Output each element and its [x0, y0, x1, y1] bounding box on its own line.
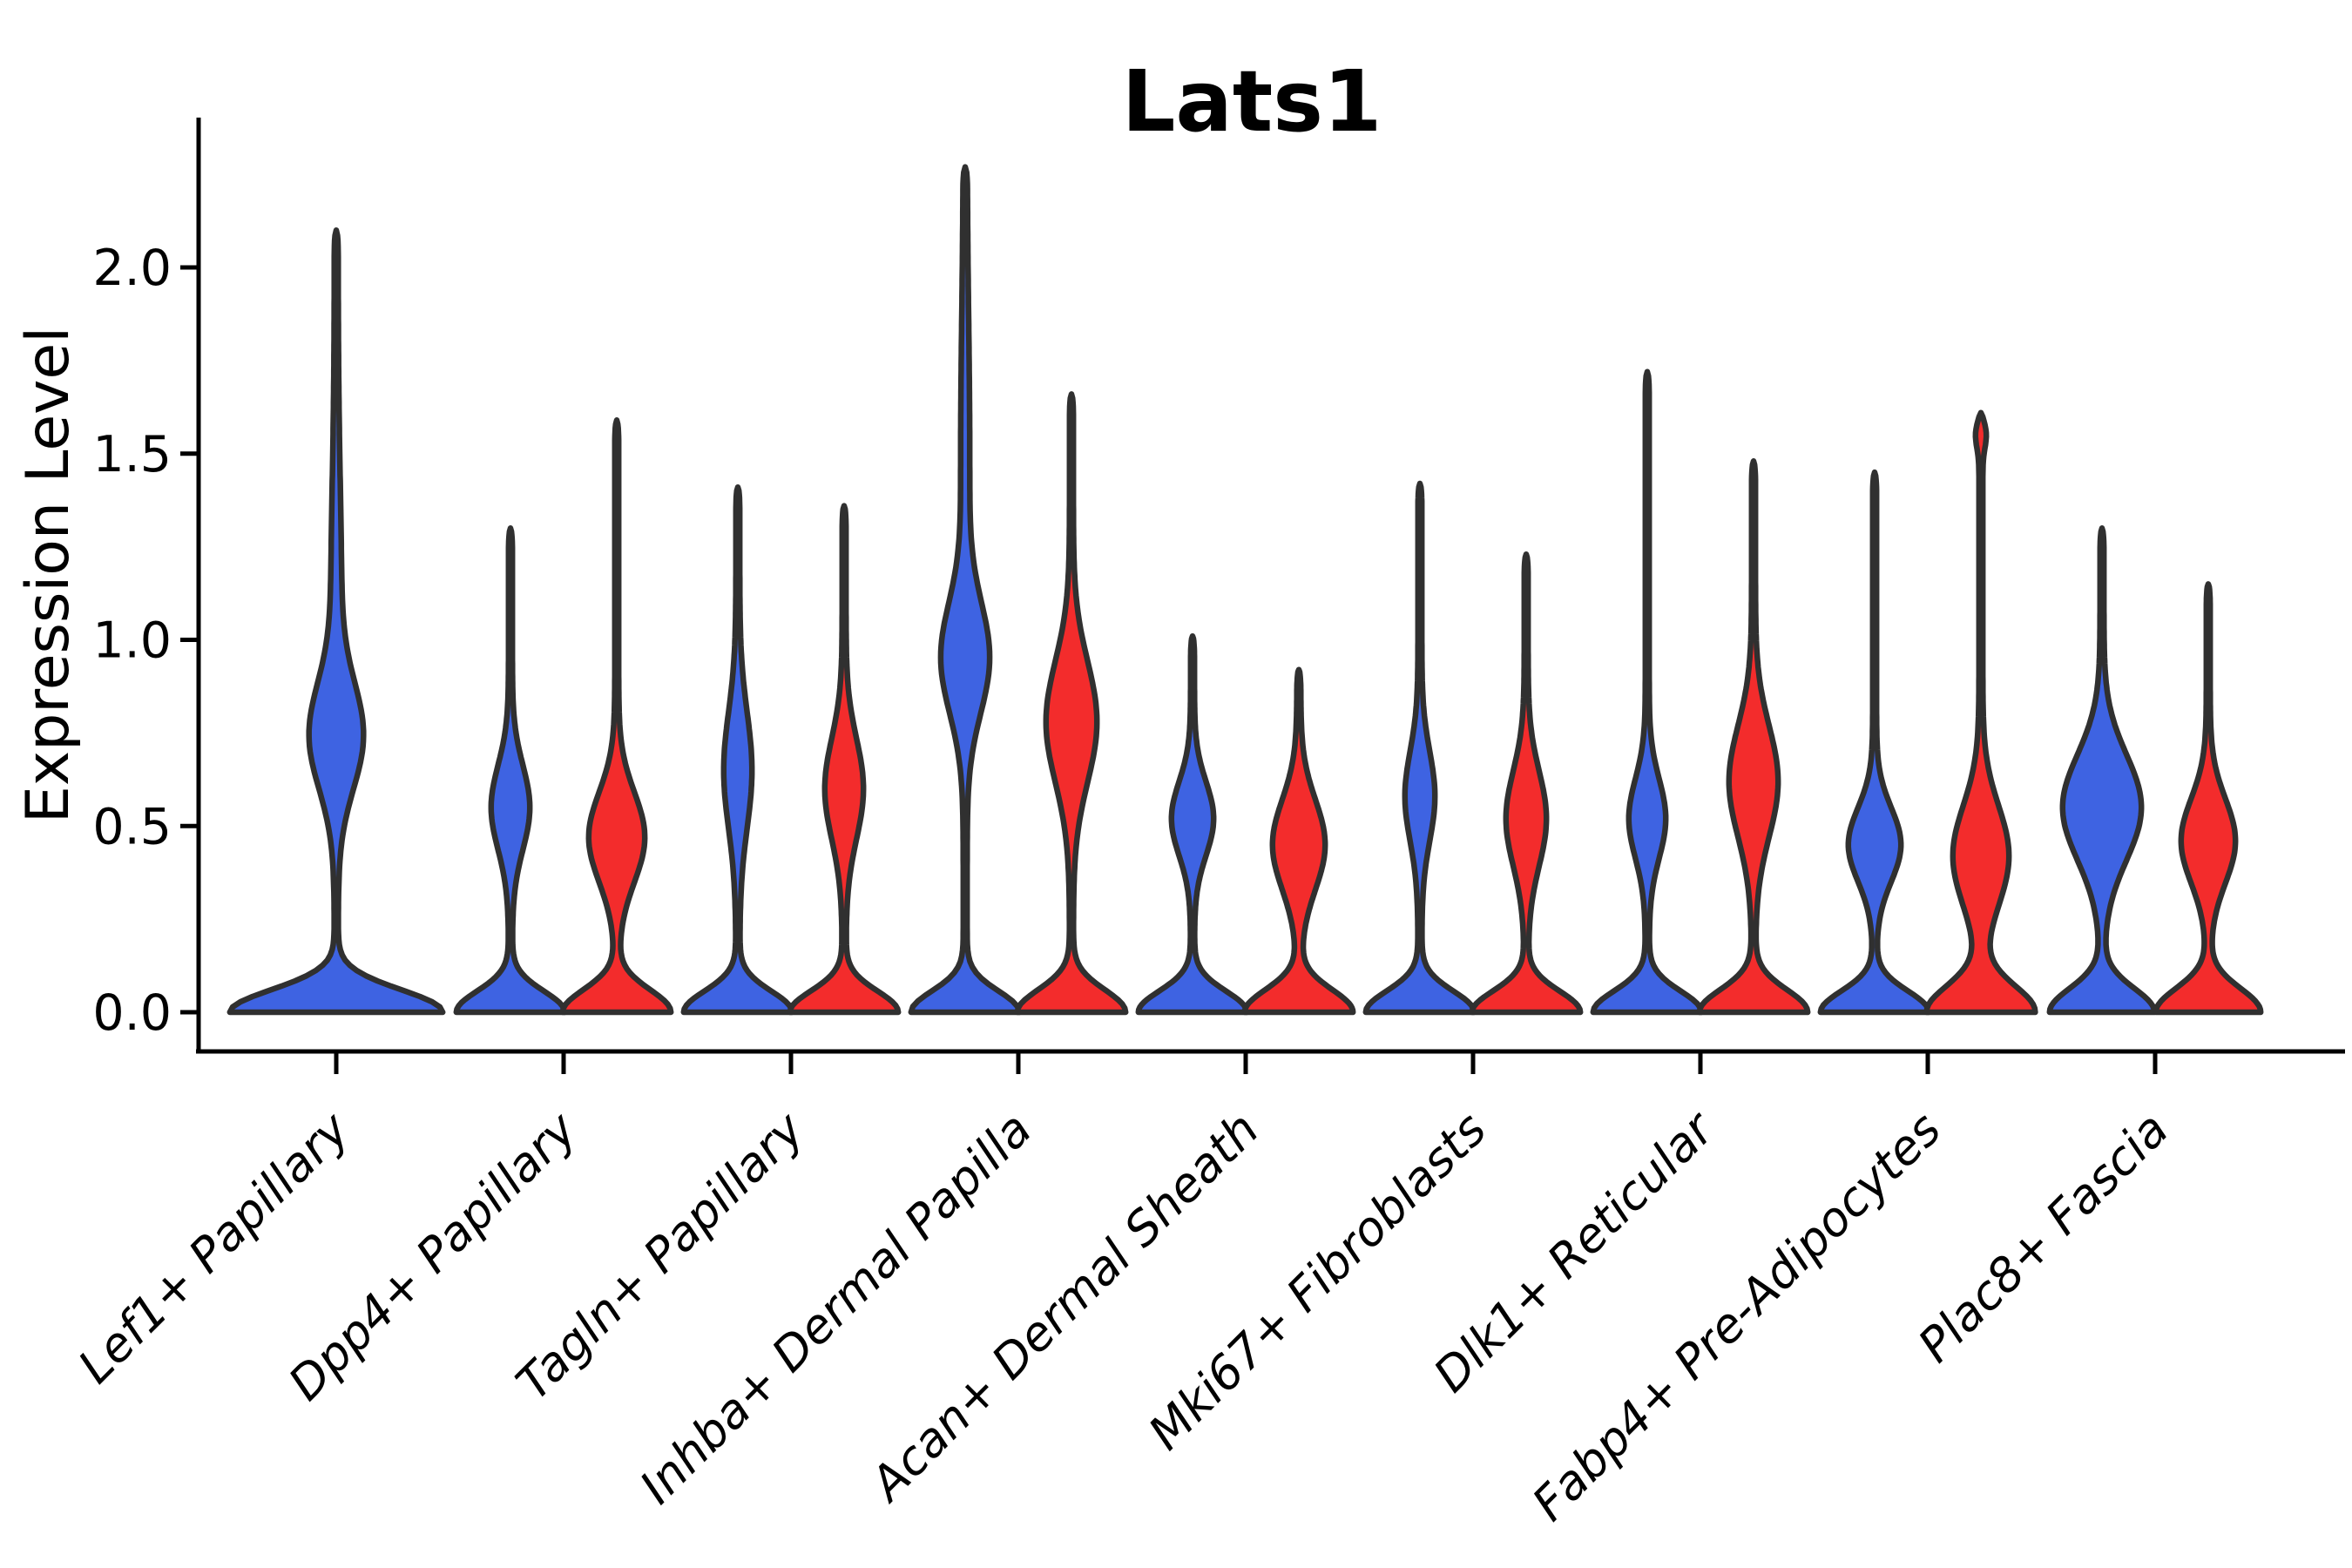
- y-tick-label: 1.5: [92, 426, 172, 483]
- violin-lef1-papillary-blue: [226, 227, 446, 1016]
- y-tick-label: 1.0: [92, 612, 172, 670]
- violin-fabp4-pre-adipocytes-blue: [1817, 469, 1932, 1016]
- y-axis: 0.0 0.5 1.0 1.5 2.0: [92, 240, 199, 1042]
- violin-inhba-dermal-papilla-blue: [908, 164, 1023, 1016]
- violin-inhba-dermal-papilla-red: [1014, 391, 1129, 1016]
- violin-mki67-fibroblasts-red: [1469, 551, 1584, 1016]
- violin-mki67-fibroblasts-blue: [1362, 480, 1477, 1016]
- violin-tagln-papillary-blue: [680, 483, 795, 1016]
- violin-acan-dermal-sheath-blue: [1135, 632, 1250, 1016]
- violin-dpp4-papillary-red: [559, 417, 674, 1016]
- y-tick-label: 0.5: [92, 798, 172, 855]
- violin-tagln-papillary-red: [787, 503, 902, 1016]
- violin-dlk1-reticular-blue: [1590, 368, 1705, 1016]
- violin-fabp4-pre-adipocytes-red: [1923, 409, 2038, 1016]
- violin-dlk1-reticular-red: [1696, 458, 1811, 1016]
- chart-title: Lats1: [1122, 52, 1382, 151]
- violin-acan-dermal-sheath-red: [1241, 666, 1356, 1016]
- y-tick-label: 0.0: [92, 984, 172, 1042]
- violin-plac8-fascia-blue: [2046, 525, 2158, 1016]
- y-tick-label: 2.0: [92, 240, 172, 297]
- violin-plac8-fascia-red: [2153, 581, 2264, 1016]
- y-axis-label: Expression Level: [14, 327, 83, 823]
- violin-group: [226, 164, 2264, 1016]
- violin-dpp4-papillary-blue: [453, 525, 568, 1016]
